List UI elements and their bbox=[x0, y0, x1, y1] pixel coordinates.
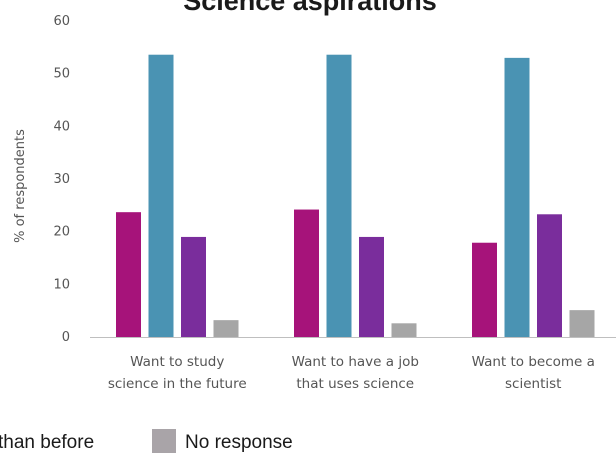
y-axis: 0 10 20 30 40 50 60 bbox=[53, 14, 70, 345]
y-tick-label: 0 bbox=[62, 330, 70, 345]
chart-title: Science aspirations bbox=[183, 0, 437, 16]
y-tick-label: 50 bbox=[53, 67, 70, 82]
category-label: scientist bbox=[505, 376, 561, 392]
y-axis-label: % of respondents bbox=[13, 129, 28, 243]
category-label: Want to become a bbox=[472, 354, 595, 370]
y-tick-label: 30 bbox=[53, 172, 70, 187]
category-labels: Want to study science in the future Want t… bbox=[108, 354, 595, 392]
bar bbox=[359, 236, 384, 337]
bar bbox=[391, 323, 417, 337]
category-label: Want to have a job bbox=[292, 354, 419, 370]
bar bbox=[213, 320, 239, 337]
bar bbox=[181, 236, 206, 337]
bar bbox=[569, 310, 595, 337]
y-tick-label: 20 bbox=[53, 225, 70, 240]
bar bbox=[294, 209, 319, 337]
bars bbox=[116, 54, 595, 337]
legend-label: No response bbox=[185, 432, 293, 453]
legend-label: than before bbox=[0, 432, 94, 453]
category-label: science in the future bbox=[108, 376, 247, 392]
y-tick-label: 10 bbox=[53, 277, 70, 292]
bar bbox=[504, 57, 530, 337]
bar bbox=[472, 242, 497, 337]
category-label: that uses science bbox=[296, 376, 414, 392]
bar bbox=[537, 214, 562, 337]
legend-swatch bbox=[152, 429, 176, 453]
y-tick-label: 40 bbox=[53, 119, 70, 134]
bar bbox=[116, 212, 141, 337]
category-label: Want to study bbox=[130, 354, 224, 370]
bar bbox=[148, 54, 174, 337]
y-tick-label: 60 bbox=[53, 14, 70, 29]
legend: than before No response bbox=[0, 429, 293, 453]
bar bbox=[326, 54, 352, 337]
